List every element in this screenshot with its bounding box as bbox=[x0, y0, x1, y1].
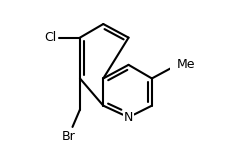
FancyBboxPatch shape bbox=[44, 32, 57, 43]
Text: Me: Me bbox=[176, 58, 195, 71]
Text: Cl: Cl bbox=[45, 31, 57, 44]
Text: N: N bbox=[123, 111, 133, 124]
FancyBboxPatch shape bbox=[123, 112, 133, 123]
FancyBboxPatch shape bbox=[170, 60, 183, 70]
FancyBboxPatch shape bbox=[59, 131, 77, 142]
Text: Br: Br bbox=[61, 130, 75, 143]
